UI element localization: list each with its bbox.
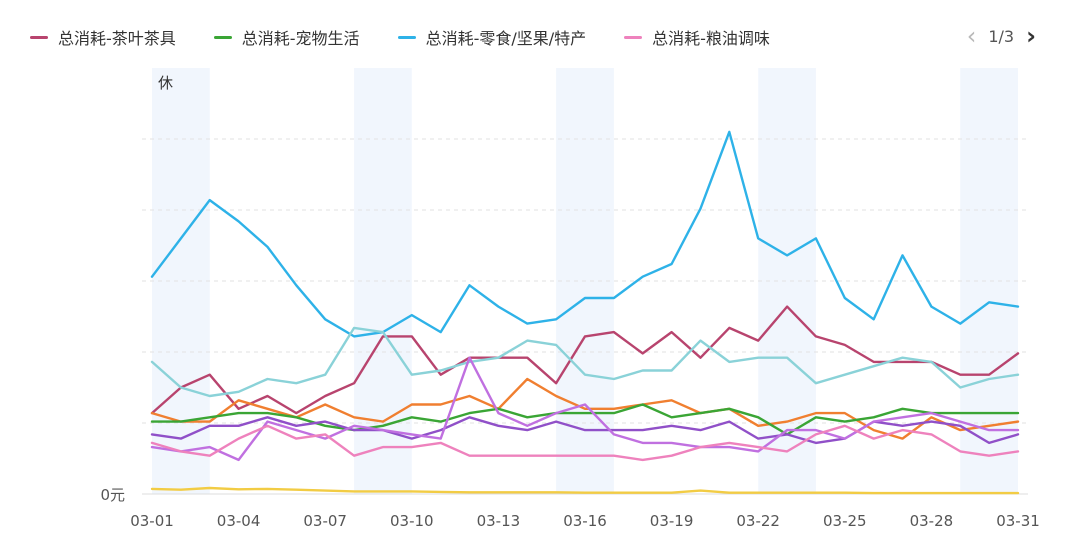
legend-label: 总消耗-零食/坚果/特产 — [425, 29, 587, 48]
legend-label: 总消耗-宠物生活 — [241, 29, 360, 48]
x-tick-label: 03-07 — [303, 512, 347, 530]
legend-pager: ‹ 1/3 › — [967, 24, 1036, 48]
x-tick-label: 03-19 — [650, 512, 694, 530]
x-tick-label: 03-28 — [910, 512, 954, 530]
chevron-left-icon[interactable]: ‹ — [966, 22, 977, 50]
x-tick-label: 03-10 — [390, 512, 434, 530]
x-tick-label: 03-16 — [563, 512, 607, 530]
series-line-1 — [150, 130, 1020, 338]
legend-swatch — [30, 35, 48, 39]
x-tick-label: 03-25 — [823, 512, 867, 530]
legend-item-grain-oil[interactable]: 总消耗-粮油调味 — [624, 25, 770, 49]
chart-legend: 总消耗-茶叶茶具 总消耗-宠物生活 总消耗-零食/坚果/特产 总消耗-粮油调味 — [30, 22, 770, 52]
y-tick-label: 0元 — [100, 486, 125, 504]
legend-label: 总消耗-茶叶茶具 — [58, 29, 176, 48]
x-tick-label: 03-22 — [736, 512, 780, 530]
legend-swatch — [213, 35, 232, 39]
legend-item-pet[interactable]: 总消耗-宠物生活 — [213, 25, 360, 49]
x-tick-label: 03-31 — [996, 512, 1040, 530]
series-line-9 — [150, 486, 1020, 495]
series-line-5 — [150, 403, 1020, 436]
x-tick-label: 03-13 — [477, 512, 521, 530]
legend-item-tea[interactable]: 总消耗-茶叶茶具 — [30, 25, 176, 49]
x-tick-label: 03-04 — [217, 512, 261, 530]
series-line-7 — [150, 356, 1020, 462]
series-line-2 — [150, 305, 1020, 415]
x-tick-label: 03-01 — [130, 512, 174, 530]
series-line-3 — [150, 326, 1020, 398]
pager-text: 1/3 — [988, 26, 1015, 46]
chevron-right-icon[interactable]: › — [1026, 22, 1036, 50]
rest-day-label: 休 — [158, 74, 173, 92]
legend-label: 总消耗-粮油调味 — [652, 29, 770, 48]
series-line-8 — [150, 424, 1020, 462]
legend-swatch — [397, 35, 416, 39]
legend-swatch — [624, 35, 643, 39]
legend-item-snack[interactable]: 总消耗-零食/坚果/特产 — [397, 25, 587, 49]
